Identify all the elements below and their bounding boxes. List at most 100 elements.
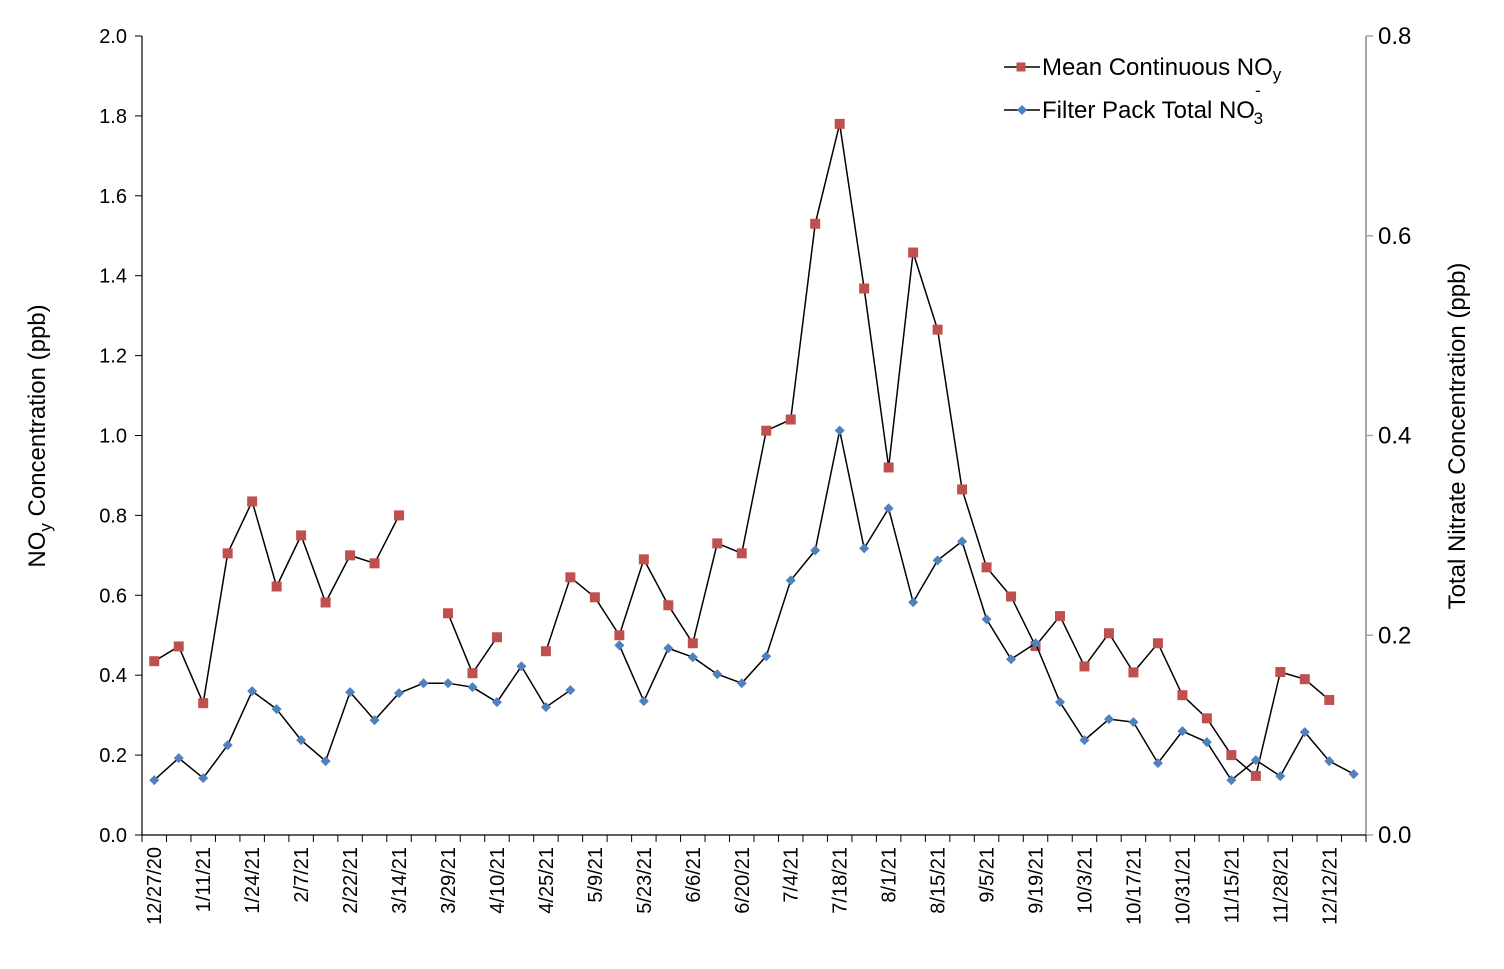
- series-no3: [149, 425, 1359, 786]
- series-noy-segment: [789, 223, 816, 420]
- noy-point: [1079, 661, 1090, 672]
- series-noy-segment: [1255, 671, 1282, 777]
- no3-point: [1103, 714, 1114, 725]
- no3-point: [638, 696, 649, 707]
- x-tick-label: 9/5/21: [977, 847, 999, 903]
- no3-point: [810, 545, 821, 556]
- series-no3-segment: [692, 656, 718, 675]
- series-no3-segment: [1304, 731, 1330, 762]
- no3-point: [1348, 769, 1359, 780]
- x-tick-label: 6/6/21: [683, 847, 705, 903]
- series-no3-segment: [324, 691, 351, 762]
- x-tick-label: 10/17/21: [1123, 847, 1145, 925]
- noy-point: [296, 530, 307, 541]
- no3-point: [345, 687, 356, 698]
- series-noy-segment: [471, 636, 498, 674]
- noy-point: [1250, 770, 1261, 781]
- y-left-tick-label: 2.0: [99, 26, 127, 48]
- y-left-tick-label: 1.0: [99, 426, 127, 448]
- axes: 0.0 0.2 0.4 0.6 0.8 1.0 1.2 1.4 1.6 1.8 2.0 0.0 0.2 0…: [99, 23, 1411, 925]
- y-left-tick-label: 0.6: [99, 585, 127, 607]
- x-tick-label: 5/9/21: [585, 847, 607, 903]
- no3-point: [222, 740, 233, 751]
- no3-point: [271, 704, 282, 715]
- series-no3-segment: [276, 708, 302, 741]
- noy-point: [663, 600, 674, 611]
- series-no3-segment: [668, 647, 694, 658]
- series-no3-segment: [1010, 642, 1036, 660]
- series-noy: [149, 118, 1335, 781]
- no3-point: [687, 652, 698, 663]
- series-no3-segment: [374, 692, 400, 721]
- series-no3-segment: [912, 559, 939, 603]
- series-no3-segment: [1279, 731, 1306, 777]
- y-left-tick-label: 0.8: [99, 505, 127, 527]
- noy-point: [271, 581, 282, 592]
- noy-point: [1177, 690, 1188, 701]
- noy-point: [1275, 667, 1286, 678]
- no3-point: [173, 753, 184, 764]
- series-no3-segment: [178, 757, 204, 779]
- y-right-tick-label: 0.8: [1378, 23, 1411, 50]
- series-no3-segment: [937, 540, 963, 561]
- no3-point: [957, 536, 968, 547]
- series-noy-segment: [692, 543, 719, 644]
- series-noy-segment: [1083, 632, 1110, 667]
- noy-point: [883, 462, 894, 473]
- no3-point: [908, 597, 919, 608]
- no3-point: [981, 614, 992, 625]
- x-tick-label: 11/15/21: [1221, 847, 1243, 923]
- no3-point: [467, 682, 478, 693]
- series-noy-segment: [863, 288, 890, 468]
- noy-point: [467, 668, 478, 679]
- series-no3-segment: [1255, 759, 1281, 777]
- noy-point: [369, 558, 380, 569]
- no3-point: [491, 697, 502, 708]
- series-no3-segment: [1083, 718, 1110, 741]
- y-axis-left-title-rest: Concentration (ppb): [24, 304, 51, 523]
- x-tick-label: 4/10/21: [487, 847, 509, 914]
- noy-point: [614, 630, 625, 641]
- y-left-tick-label: 0.2: [99, 745, 127, 767]
- legend-no3-marker: [1017, 105, 1027, 115]
- noy-point: [932, 324, 943, 335]
- series-noy-segment: [300, 535, 327, 603]
- no3-point: [369, 715, 380, 726]
- series-no3-segment: [1206, 741, 1232, 781]
- series-no3-segment: [1157, 730, 1183, 764]
- series-noy-segment: [545, 577, 572, 652]
- y-left-tick-label: 1.4: [99, 266, 127, 288]
- noy-point: [1324, 694, 1335, 705]
- noy-point: [712, 538, 723, 549]
- no3-point: [1152, 758, 1163, 769]
- legend-noy-main: Mean Continuous NO: [1042, 54, 1273, 81]
- legend-no3-label: Filter Pack Total NO- 3: [1042, 81, 1263, 128]
- x-tick-label: 8/15/21: [928, 847, 950, 914]
- no3-point: [565, 685, 576, 696]
- noy-point: [638, 554, 649, 565]
- no3-point: [736, 678, 747, 689]
- no3-point: [1324, 756, 1335, 767]
- legend-no3-sub: 3: [1254, 109, 1263, 128]
- series-noy-segment: [227, 501, 253, 554]
- series-noy-segment: [961, 489, 988, 568]
- no3-point: [883, 503, 894, 514]
- series-noy-segment: [1010, 596, 1037, 647]
- series-noy-segment: [838, 123, 865, 289]
- no3-point: [1055, 697, 1065, 708]
- no3-point: [834, 425, 845, 436]
- noy-point: [687, 638, 698, 649]
- noy-point: [1299, 674, 1310, 685]
- noy-point: [198, 698, 209, 709]
- no3-point: [932, 555, 943, 566]
- noy-point: [173, 641, 184, 652]
- x-tick-label: 5/23/21: [634, 847, 656, 914]
- x-tick-label: 6/20/21: [732, 847, 754, 914]
- noy-point: [1055, 611, 1065, 622]
- noy-point: [1226, 750, 1237, 761]
- series-no3-segment: [520, 665, 547, 708]
- series-noy-segment: [618, 559, 645, 636]
- series-no3-segment: [349, 691, 376, 721]
- series-noy-segment: [275, 535, 302, 587]
- y-left-tick-label: 1.8: [99, 106, 127, 128]
